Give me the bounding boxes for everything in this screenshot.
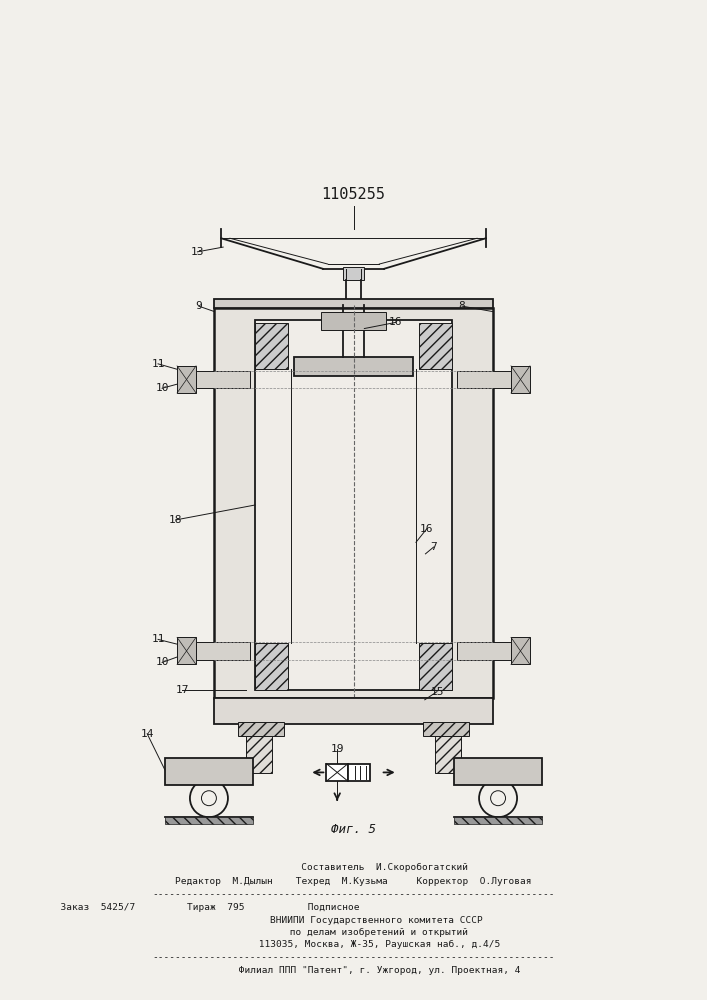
Text: Заказ  5425/7         Тираж  795           Подписное: Заказ 5425/7 Тираж 795 Подписное: [49, 903, 360, 912]
Text: 17: 17: [176, 685, 189, 695]
Text: ----------------------------------------------------------------------: ----------------------------------------…: [152, 890, 555, 899]
Text: 14: 14: [141, 729, 154, 739]
Bar: [255, 323, 288, 369]
Bar: [255, 643, 288, 690]
Bar: [343, 267, 364, 280]
Bar: [348, 764, 370, 781]
Text: ВНИИПИ Государственного комитета СССР: ВНИИПИ Государственного комитета СССР: [224, 916, 483, 925]
Bar: [454, 758, 542, 785]
Bar: [214, 698, 493, 724]
Text: по делам изобретений и открытий: по делам изобретений и открытий: [238, 928, 469, 937]
Bar: [196, 642, 250, 660]
Bar: [457, 371, 511, 388]
Bar: [511, 637, 530, 664]
Text: 13: 13: [191, 247, 204, 257]
Text: 10: 10: [156, 657, 169, 667]
Bar: [165, 817, 253, 824]
Text: 113035, Москва, Ж-35, Раушская наб., д.4/5: 113035, Москва, Ж-35, Раушская наб., д.4…: [207, 940, 500, 949]
Text: ----------------------------------------------------------------------: ----------------------------------------…: [152, 953, 555, 962]
Text: 1105255: 1105255: [322, 187, 385, 202]
Bar: [255, 320, 452, 690]
Text: 16: 16: [420, 524, 433, 534]
Bar: [165, 758, 253, 785]
Bar: [246, 736, 272, 773]
Bar: [321, 312, 386, 330]
Text: 9: 9: [195, 301, 202, 311]
Text: Филиал ППП "Патент", г. Ужгород, ул. Проектная, 4: Филиал ППП "Патент", г. Ужгород, ул. Про…: [187, 966, 520, 975]
Text: Составитель  И.Скоробогатский: Составитель И.Скоробогатский: [238, 863, 469, 872]
Bar: [327, 764, 348, 781]
Text: 7: 7: [431, 542, 437, 552]
Text: 18: 18: [169, 515, 182, 525]
Bar: [294, 357, 413, 376]
Text: 19: 19: [330, 744, 344, 754]
Text: Редактор  М.Дылын    Техред  М.Кузьма     Корректор  О.Луговая: Редактор М.Дылын Техред М.Кузьма Коррект…: [175, 877, 532, 886]
Bar: [238, 722, 284, 736]
Bar: [196, 371, 250, 388]
Bar: [177, 366, 196, 393]
Bar: [454, 817, 542, 824]
Text: 15: 15: [431, 687, 444, 697]
Text: Фиг. 5: Фиг. 5: [331, 823, 376, 836]
Text: 8: 8: [459, 301, 465, 311]
Bar: [214, 299, 493, 308]
Text: 16: 16: [389, 317, 402, 327]
Bar: [423, 722, 469, 736]
Text: 10: 10: [156, 383, 169, 393]
Bar: [214, 308, 493, 698]
Text: 11: 11: [151, 359, 165, 369]
Bar: [419, 323, 452, 369]
Text: 11: 11: [151, 634, 165, 644]
Bar: [511, 366, 530, 393]
Bar: [435, 736, 461, 773]
Bar: [419, 643, 452, 690]
Bar: [457, 642, 511, 660]
Bar: [177, 637, 196, 664]
